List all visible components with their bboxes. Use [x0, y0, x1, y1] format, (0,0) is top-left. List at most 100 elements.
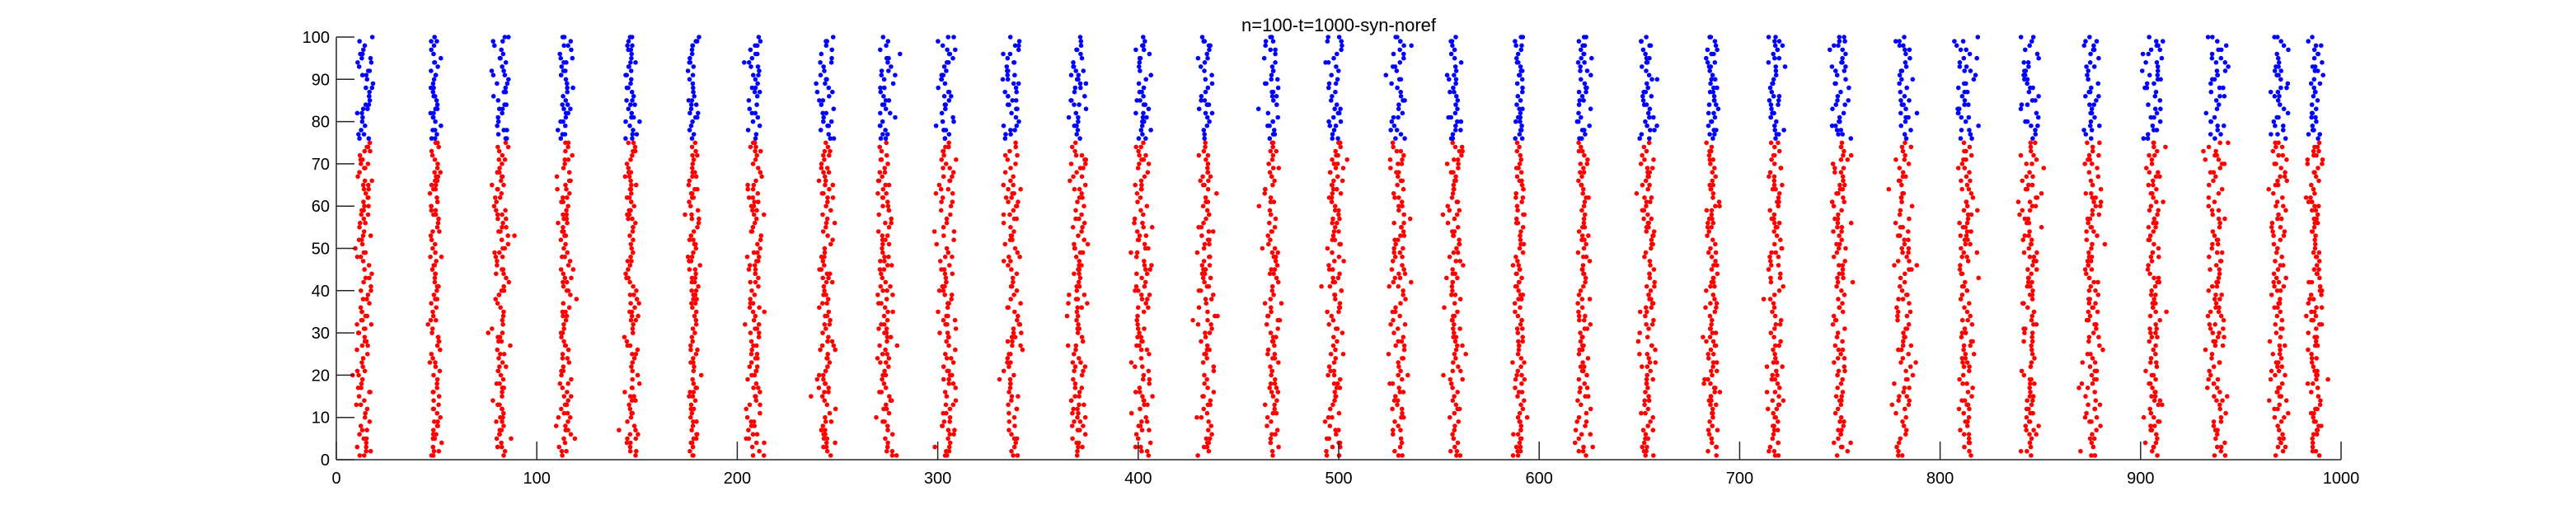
spike-point-excitatory [365, 144, 371, 150]
spike-point-inhibitory [630, 132, 636, 137]
spike-point-excitatory [882, 255, 887, 260]
spike-point-excitatory [2306, 301, 2311, 306]
spike-point-excitatory [1456, 166, 1461, 171]
spike-point-inhibitory [1079, 55, 1085, 61]
spike-point-excitatory [2307, 297, 2312, 302]
spike-point-excitatory [1265, 347, 1271, 353]
spike-point-excitatory [1644, 381, 1649, 386]
spike-point-excitatory [1388, 322, 1393, 327]
spike-point-excitatory [1710, 216, 1715, 222]
spike-point-excitatory [1964, 360, 1970, 365]
spike-point-inhibitory [940, 119, 945, 124]
spike-point-excitatory [2226, 140, 2231, 146]
spike-point-excitatory [1646, 292, 1651, 297]
spike-point-inhibitory [819, 51, 824, 57]
spike-point-excitatory [2089, 453, 2094, 458]
spike-point-excitatory [1774, 368, 1779, 374]
spike-point-inhibitory [2143, 60, 2148, 65]
spike-point-inhibitory [1903, 47, 1907, 53]
spike-point-excitatory [2025, 279, 2031, 285]
spike-point-excitatory [744, 255, 750, 260]
spike-point-excitatory [1445, 220, 1451, 226]
spike-point-excitatory [555, 186, 560, 192]
spike-point-inhibitory [504, 81, 510, 86]
spike-point-excitatory [496, 157, 502, 162]
spike-point-excitatory [1776, 402, 1782, 408]
spike-point-excitatory [824, 166, 830, 171]
spike-point-inhibitory [2226, 64, 2231, 69]
spike-point-excitatory [2157, 317, 2162, 323]
spike-point-excitatory [1396, 161, 1401, 166]
spike-point-excitatory [947, 166, 952, 171]
spike-point-excitatory [1706, 229, 1711, 234]
spike-point-excitatory [2217, 406, 2222, 412]
spike-point-inhibitory [1004, 64, 1010, 69]
spike-point-excitatory [1772, 352, 1777, 357]
spike-point-excitatory [1518, 157, 1524, 162]
spike-point-excitatory [1767, 444, 1773, 450]
spike-point-excitatory [1645, 212, 1650, 217]
spike-point-inhibitory [818, 72, 823, 77]
spike-point-excitatory [758, 390, 762, 395]
spike-point-excitatory [1841, 423, 1846, 428]
spike-point-excitatory [566, 170, 572, 175]
spike-point-excitatory [1206, 212, 1212, 217]
spike-point-excitatory [1581, 245, 1587, 251]
spike-point-excitatory [1513, 191, 1518, 196]
spike-point-excitatory [748, 360, 754, 365]
spike-point-excitatory [1274, 275, 1279, 281]
spike-point-excitatory [1581, 220, 1587, 226]
spike-point-excitatory [1968, 343, 1973, 348]
spike-point-excitatory [1399, 339, 1405, 344]
spike-point-excitatory [1451, 313, 1456, 319]
spike-point-excitatory [1455, 390, 1460, 395]
spike-point-excitatory [497, 250, 502, 255]
spike-point-inhibitory [748, 47, 753, 53]
spike-point-excitatory [2146, 237, 2151, 243]
spike-point-inhibitory [2088, 123, 2093, 129]
spike-point-excitatory [1839, 237, 1844, 243]
spike-point-inhibitory [1072, 123, 1077, 129]
spike-point-excitatory [886, 364, 891, 369]
spike-point-inhibitory [2222, 60, 2228, 65]
spike-point-excitatory [1903, 414, 1908, 420]
spike-point-excitatory [1082, 364, 1088, 369]
spike-point-excitatory [822, 263, 827, 268]
spike-point-excitatory [1896, 448, 1901, 454]
spike-point-inhibitory [1138, 55, 1143, 61]
spike-point-excitatory [1006, 390, 1011, 395]
spike-point-excitatory [1274, 386, 1279, 390]
spike-point-excitatory [947, 178, 952, 184]
spike-point-inhibitory [1963, 119, 1968, 124]
spike-point-inhibitory [2271, 119, 2277, 124]
spike-point-excitatory [1830, 161, 1836, 166]
spike-point-excitatory [2278, 356, 2284, 361]
spike-point-inhibitory [757, 89, 762, 95]
spike-point-inhibitory [1071, 60, 1076, 65]
spike-point-excitatory [1206, 428, 1211, 432]
spike-point-excitatory [750, 453, 756, 458]
spike-point-excitatory [1713, 250, 1719, 255]
spike-point-excitatory [1966, 414, 1972, 420]
spike-point-excitatory [1457, 259, 1463, 264]
spike-point-excitatory [823, 428, 828, 432]
spike-point-inhibitory [2088, 51, 2093, 57]
spike-point-inhibitory [1714, 102, 1719, 107]
spike-point-excitatory [950, 381, 956, 386]
spike-point-excitatory [816, 386, 822, 390]
spike-point-inhibitory [1579, 77, 1584, 82]
spike-point-excitatory [1072, 352, 1077, 357]
spike-point-excitatory [1899, 199, 1904, 204]
spike-point-excitatory [1646, 326, 1651, 331]
spike-point-excitatory [1071, 174, 1076, 180]
spike-point-inhibitory [748, 64, 753, 69]
spike-point-inhibitory [1203, 110, 1208, 116]
spike-point-excitatory [1452, 352, 1457, 357]
spike-point-excitatory [753, 148, 758, 154]
spike-point-excitatory [569, 394, 574, 399]
spike-point-inhibitory [946, 98, 952, 103]
spike-point-inhibitory [2089, 85, 2094, 91]
spike-point-excitatory [622, 334, 627, 340]
spike-point-inhibitory [428, 110, 434, 116]
spike-point-inhibitory [1012, 128, 1017, 133]
